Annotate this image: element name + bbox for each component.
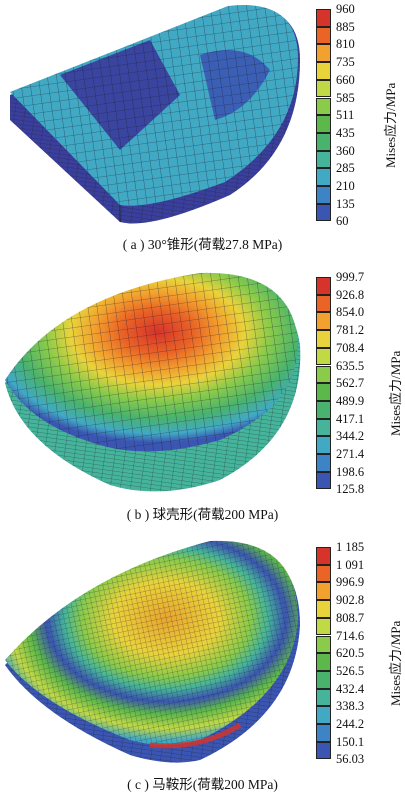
colorbar-swatch: [316, 312, 331, 331]
colorbar-swatch: [316, 418, 331, 437]
colorbar-tick-label: 244.2: [336, 717, 365, 731]
colorbar-swatch: [316, 115, 331, 133]
colorbar-swatch: [316, 741, 331, 760]
colorbar-tick-label: 338.3: [336, 699, 365, 714]
colorbar-tick-label: 135: [336, 196, 355, 211]
colorbar-swatch: [316, 330, 331, 348]
colorbar-tick-label: 960: [336, 2, 355, 16]
colorbar-tick-label: 210: [336, 179, 355, 193]
fea-model-cone: [10, 5, 300, 224]
colorbar-tick-label: 285: [336, 161, 355, 176]
caption-c: ( c ) 马鞍形(荷载200 MPa): [127, 777, 278, 792]
panel-b: 999.7 926.8 854.0 781.2 708.4 635.5 562.7 489.9…: [0, 265, 405, 530]
colorbar-tick-label: 660: [336, 72, 355, 87]
colorbar-swatch: [316, 347, 331, 366]
colorbar-swatch: [316, 44, 331, 63]
colorbar-tick-label: 1 185: [336, 540, 365, 554]
colorbar-swatch: [316, 582, 331, 601]
fea-model-sphere: [5, 272, 301, 492]
colorbar-tick-label: 489.9: [336, 393, 365, 408]
colorbar-swatch: [316, 670, 331, 689]
colorbar-tick-label: 781.2: [336, 323, 365, 338]
colorbar-tick-label: 125.8: [336, 482, 365, 497]
colorbar-tick-label: 999.7: [336, 270, 365, 284]
colorbar-tick-label: 56.03: [336, 752, 365, 767]
colorbar-tick-label: 526.5: [336, 663, 365, 678]
colorbar-swatch: [316, 400, 331, 419]
colorbar-tick-label: 1 091: [336, 557, 365, 572]
colorbar-tick-label: 635.5: [336, 358, 365, 373]
colorbar-tick-label: 902.8: [336, 593, 365, 608]
colorbar-tick-label: 996.9: [336, 575, 365, 590]
colorbar-c: 1 185 1 091 996.9 902.8 808.7 714.6 620.5 526.5…: [316, 540, 403, 767]
colorbar-swatch: [316, 600, 331, 618]
colorbar-tick-label: 585: [336, 90, 355, 105]
colorbar-tick-label: 854.0: [336, 305, 365, 320]
colorbar-tick-label: 926.8: [336, 287, 365, 302]
caption-a: ( a ) 30°锥形(荷载27.8 MPa): [122, 237, 283, 252]
colorbar-tick-label: 150.1: [336, 734, 365, 749]
colorbar-swatch: [316, 97, 331, 116]
colorbar-swatch: [316, 203, 331, 222]
colorbar-swatch: [316, 706, 331, 724]
colorbar-unit-label: Mises应力/MPa: [383, 82, 398, 168]
colorbar-swatch: [316, 436, 331, 454]
colorbar-a: 960 885 810 735 660 585 511 435 360 285 210 135 60 M…: [316, 2, 398, 229]
colorbar-swatch: [316, 724, 331, 742]
caption-b: ( b ) 球壳形(荷载200 MPa): [126, 507, 279, 522]
colorbar-tick-label: 435: [336, 125, 355, 140]
colorbar-swatch: [316, 150, 331, 169]
colorbar-swatch: [316, 653, 331, 671]
colorbar-swatch: [316, 62, 331, 80]
colorbar-unit-label: Mises应力/MPa: [388, 350, 403, 436]
colorbar-swatch: [316, 688, 331, 707]
colorbar-tick-label: 808.7: [336, 610, 365, 625]
colorbar-tick-label: 432.4: [336, 681, 365, 696]
colorbar-tick-label: 714.6: [336, 628, 365, 643]
colorbar-unit-label: Mises应力/MPa: [388, 620, 403, 706]
colorbar-swatch: [316, 79, 331, 98]
panel-c: 1 185 1 091 996.9 902.8 808.7 714.6 620.5 526.5…: [0, 535, 405, 800]
colorbar-swatch: [316, 471, 331, 490]
colorbar-tick-label: 708.4: [336, 340, 365, 355]
colorbar-swatch: [316, 277, 331, 295]
colorbar-tick-label: 562.7: [336, 376, 365, 391]
colorbar-swatch: [316, 365, 331, 384]
colorbar-swatch: [316, 9, 331, 27]
colorbar-swatch: [316, 186, 331, 204]
fea-model-saddle: [5, 540, 300, 763]
colorbar-swatch: [316, 383, 331, 401]
colorbar-swatch: [316, 26, 331, 45]
colorbar-tick-label: 885: [336, 19, 355, 34]
colorbar-swatch: [316, 635, 331, 654]
colorbar-swatch: [316, 132, 331, 151]
colorbar-swatch: [316, 564, 331, 583]
colorbar-swatch: [316, 547, 331, 565]
colorbar-tick-label: 344.2: [336, 429, 365, 444]
colorbar-swatch: [316, 454, 331, 472]
colorbar-swatch: [316, 617, 331, 636]
panel-a: 960 885 810 735 660 585 511 435 360 285 210 135 60 M…: [0, 0, 405, 260]
colorbar-tick-label: 810: [336, 37, 355, 52]
colorbar-tick-label: 735: [336, 55, 355, 70]
colorbar-tick-label: 511: [336, 108, 355, 123]
colorbar-tick-label: 198.6: [336, 464, 365, 479]
colorbar-swatch: [316, 294, 331, 313]
colorbar-tick-label: 620.5: [336, 646, 365, 661]
colorbar-swatch: [316, 168, 331, 186]
colorbar-tick-label: 271.4: [336, 447, 365, 461]
colorbar-tick-label: 417.1: [336, 411, 365, 426]
colorbar-tick-label: 360: [336, 143, 355, 158]
colorbar-b: 999.7 926.8 854.0 781.2 708.4 635.5 562.7 489.9…: [316, 270, 403, 497]
colorbar-tick-label: 60: [336, 214, 349, 229]
